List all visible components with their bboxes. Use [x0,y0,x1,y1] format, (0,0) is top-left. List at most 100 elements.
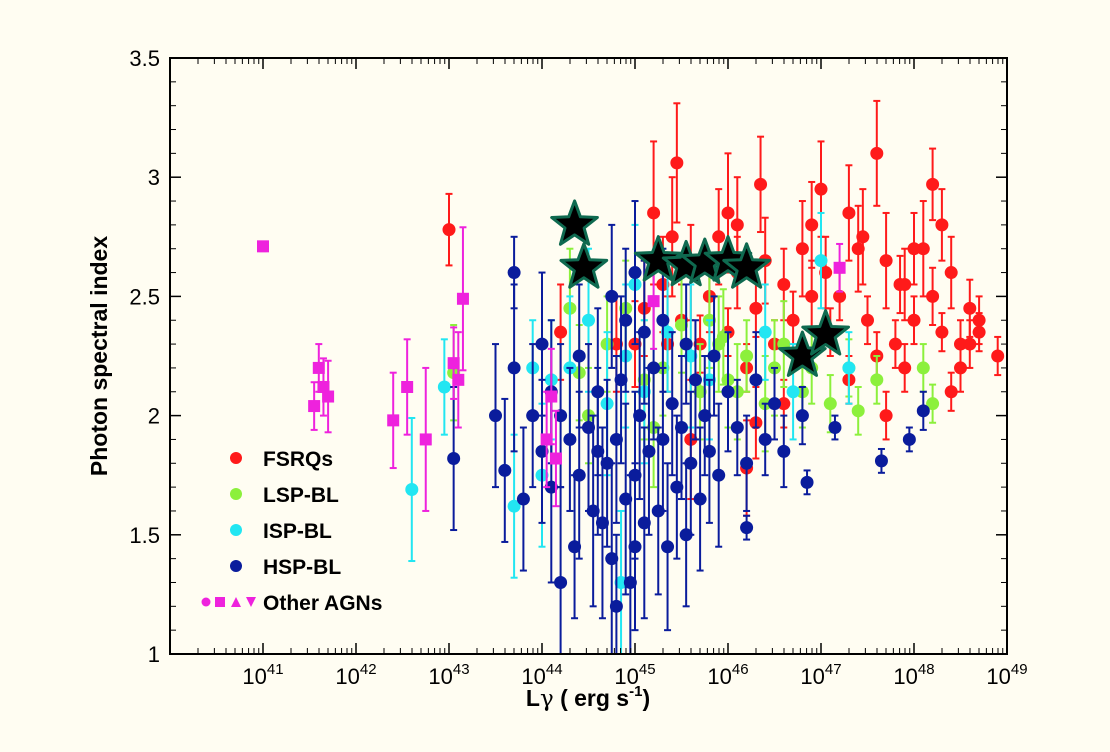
data-point [795,409,809,423]
data-point [507,266,521,280]
data-point [805,289,819,303]
data-point [898,361,912,375]
data-point [712,230,726,244]
data-point [833,261,846,274]
x-tick-label-exp: 49 [1011,661,1028,678]
data-point [545,390,558,403]
data-point [679,337,693,351]
x-tick-label-exp: 43 [453,661,470,678]
data-point [670,480,684,494]
data-point [637,325,651,339]
x-tick-label-base: 10 [428,664,452,689]
star-marker [559,242,609,289]
data-point [730,218,744,232]
star-marker [550,199,599,246]
data-point [507,499,521,513]
data-point [526,409,540,423]
data-point [842,206,856,220]
data-point [870,146,884,160]
data-point [874,454,888,468]
x-tick-label-base: 10 [800,664,824,689]
data-point [322,390,335,403]
data-point [554,409,568,423]
data-point [656,432,670,446]
legend-lsp-marker [230,488,242,500]
data-point [387,414,400,427]
data-point [628,266,642,280]
data-point [758,325,772,339]
series-other-agns [257,226,846,512]
legend-other-circle-marker [201,597,211,607]
data-point [842,361,856,375]
legend: FSRQs LSP-BL ISP-BL HSP-BL Other AGNs [201,448,382,615]
data-point [963,301,977,315]
data-point [600,456,614,470]
data-point [419,433,432,446]
data-point [688,373,702,387]
data-point [879,254,893,268]
data-point [786,385,800,399]
legend-fsrq-marker [230,452,242,464]
data-point [916,361,930,375]
legend-fsrq-label: FSRQs [263,448,333,471]
data-point [702,444,716,458]
x-axis-title: Lγ ( erg s-1) [526,683,650,712]
data-point [888,337,902,351]
data-point [401,380,414,393]
data-point [605,289,619,303]
data-point [572,349,586,363]
data-point [554,325,568,339]
data-point [749,373,763,387]
y-tick-label: 1 [148,642,160,667]
data-point [879,409,893,423]
x-tick-label: 1047 [800,661,841,689]
data-point [851,242,865,256]
y-axis-title: Photon spectral index [86,236,112,476]
data-point [823,397,837,411]
data-point [777,277,791,291]
data-point [740,456,754,470]
data-point [656,313,670,327]
x-tick-label: 1046 [707,661,748,689]
x-tick-label-base: 10 [986,664,1010,689]
star-marker [633,235,683,282]
data-point [498,463,512,477]
data-point [972,313,986,327]
y-tick-label: 2.5 [129,284,160,309]
data-point [257,240,269,253]
data-point [665,397,679,411]
x-axis-title-unit-exp: -1 [629,683,642,700]
data-point [707,349,721,363]
data-point [819,266,833,280]
data-point [670,156,684,170]
data-point [693,492,707,506]
data-point [916,242,930,256]
data-point [698,409,712,423]
data-point [405,483,419,497]
data-point [651,504,665,518]
x-tick-label-exp: 41 [267,661,284,678]
data-point [619,492,633,506]
plot-frame [169,57,1008,655]
x-tick-label-base: 10 [614,664,638,689]
data-point [614,575,628,589]
x-axis-title-unit-close: ) [642,685,650,711]
x-tick-label: 1041 [242,661,283,689]
data-point [954,337,967,351]
data-point [507,361,521,375]
data-point [609,599,623,613]
x-tick-label-base: 10 [893,664,917,689]
data-point [758,432,772,446]
legend-isp-marker [230,524,242,536]
x-tick-label-exp: 47 [825,661,842,678]
data-point [675,421,688,435]
legend-hsp-marker [230,560,242,572]
data-point [647,361,661,375]
x-tick-label-exp: 48 [918,661,935,678]
data-point [684,349,698,363]
data-point [833,289,847,303]
data-point [637,516,651,530]
data-point [991,349,1005,363]
x-tick-label-base: 10 [242,664,266,689]
